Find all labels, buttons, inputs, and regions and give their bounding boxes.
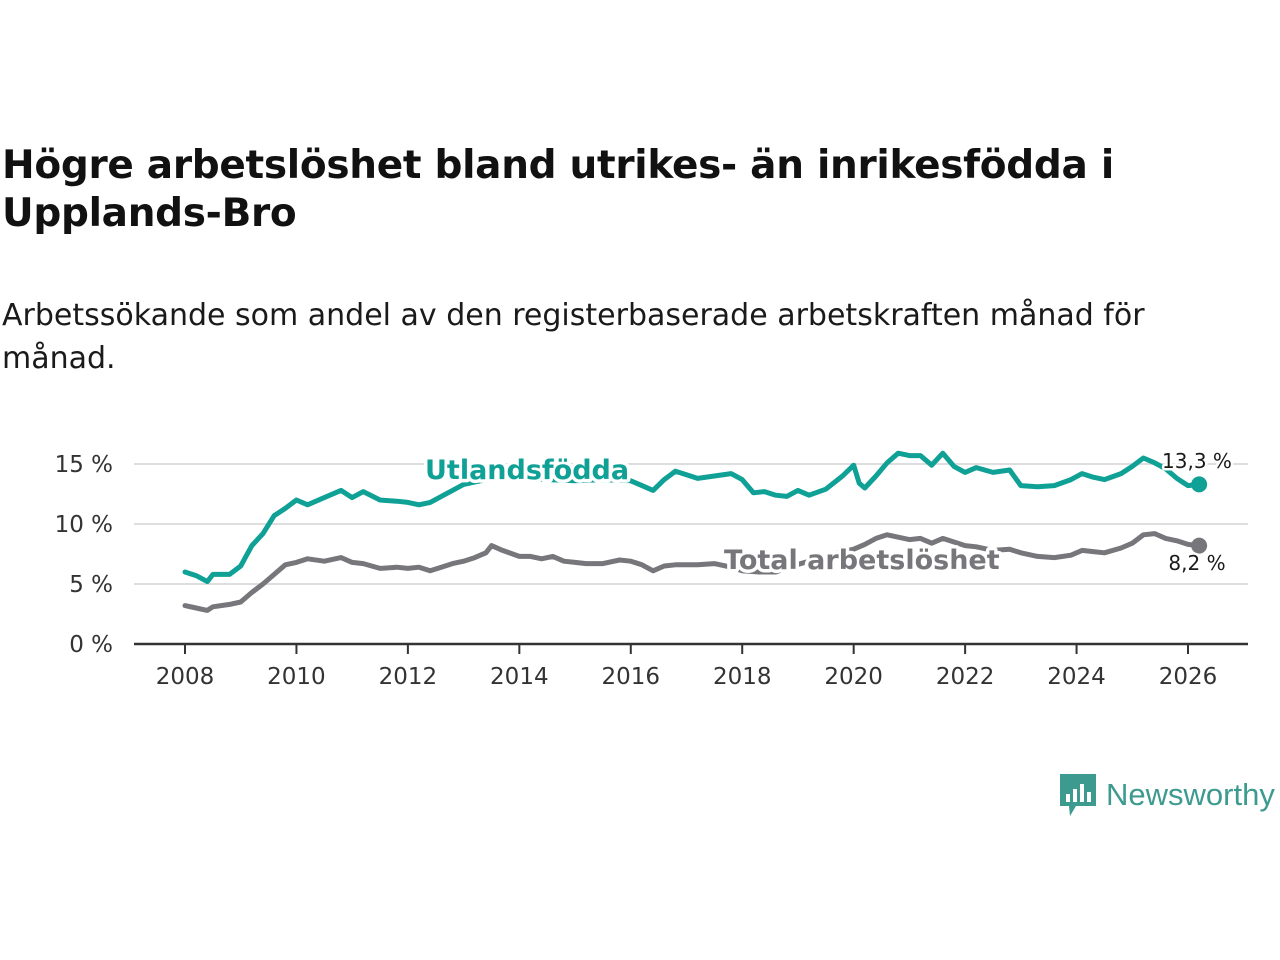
newsworthy-logo-icon	[1060, 774, 1096, 816]
x-axis: 2008 2010 2012 2014 2016 2018 2020 2022 2024 2026	[134, 642, 1248, 690]
series-labels: Utlandsfödda Total arbetslöshet 13,3 % 8,2 …	[422, 447, 1235, 580]
chart-subtitle: Arbetssökande som andel av den registerb…	[2, 298, 1145, 376]
chart-title: Högre arbetslöshet bland utrikes- än inr…	[2, 143, 1114, 236]
end-label-utlandsfodda: 13,3 %	[1162, 449, 1232, 473]
y-tick-label: 15 %	[55, 452, 113, 478]
end-point-total	[1191, 537, 1208, 554]
line-chart: 0 %5 %10 %15 % 2008 2010 2012 2014 2016 2018 2…	[54, 447, 1248, 690]
series-lines	[182, 450, 1208, 613]
x-tick-label: 2014	[490, 664, 549, 690]
brand-logo: Newsworthy	[1058, 772, 1275, 818]
x-tick-label: 2018	[713, 664, 772, 690]
x-tick-label: 2016	[602, 664, 661, 690]
y-axis-ticks: 0 % 5 % 10 % 15 %	[55, 452, 113, 658]
x-tick-label: 2008	[156, 664, 215, 690]
x-tick-label: 2020	[824, 664, 883, 690]
end-label-total: 8,2 %	[1168, 551, 1225, 575]
x-tick-label: 2026	[1159, 664, 1218, 690]
brand-name: Newsworthy	[1106, 777, 1275, 812]
series-label-utlandsfodda: Utlandsfödda	[425, 455, 629, 486]
series-line-utlandsfodda	[182, 450, 1202, 585]
series-label-total: Total arbetslöshet	[724, 545, 1000, 576]
x-tick-label: 2010	[267, 664, 326, 690]
y-tick-label: 10 %	[55, 512, 113, 538]
gridlines	[134, 463, 1248, 585]
series-line-total	[182, 531, 1202, 613]
x-tick-label: 2012	[379, 664, 438, 690]
end-point-utlandsfodda	[1191, 476, 1208, 493]
y-tick-label: 5 %	[69, 572, 113, 598]
y-tick-label: 0 %	[69, 632, 113, 658]
x-tick-label: 2022	[936, 664, 995, 690]
x-tick-label: 2024	[1047, 664, 1106, 690]
